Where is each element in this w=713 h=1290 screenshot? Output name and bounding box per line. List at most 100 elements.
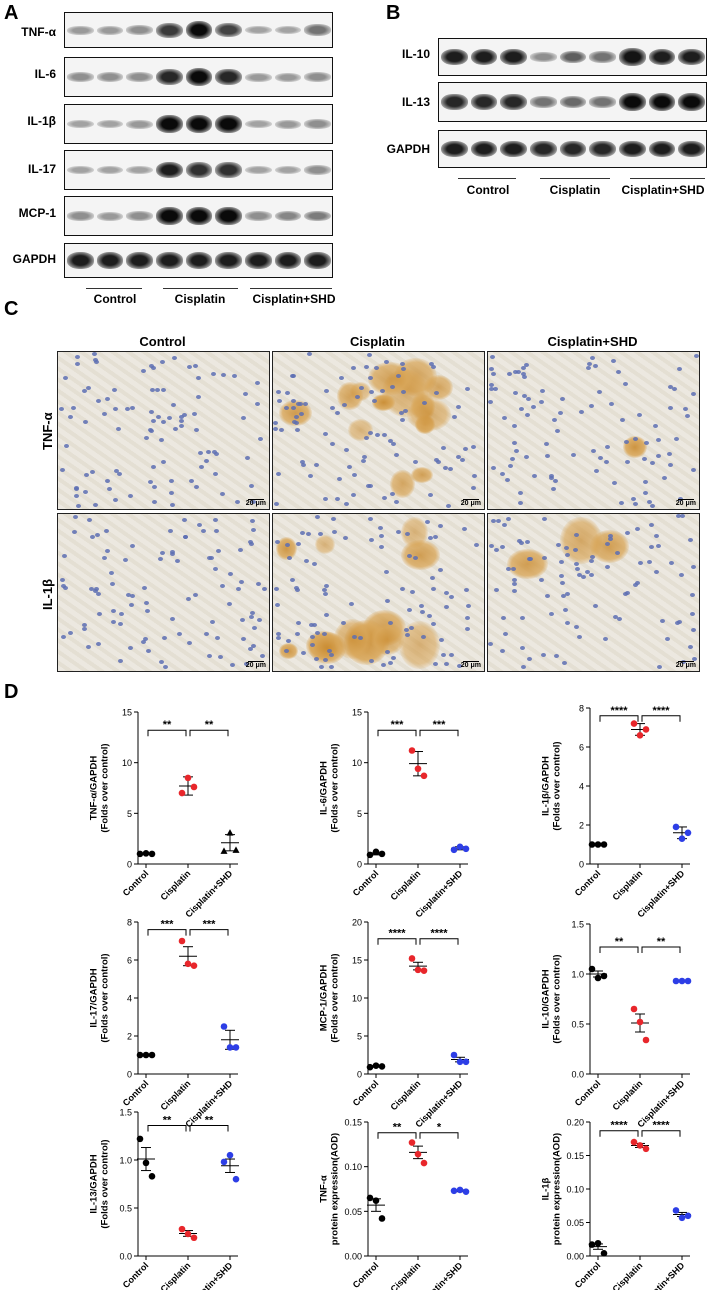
- data-point: [226, 829, 234, 836]
- nucleus: [331, 530, 337, 535]
- nucleus: [130, 593, 136, 598]
- data-point: [142, 1051, 150, 1059]
- nucleus: [519, 616, 525, 621]
- nucleus: [612, 615, 618, 620]
- data-point: [414, 765, 422, 773]
- nucleus: [380, 388, 386, 393]
- nucleus: [188, 478, 194, 483]
- significance-label: *: [437, 1122, 442, 1134]
- nucleus: [589, 573, 595, 578]
- nucleus: [104, 529, 110, 534]
- brown-stain: [406, 398, 452, 432]
- nucleus: [286, 639, 292, 644]
- blot-il-1beta: [64, 104, 333, 144]
- nucleus: [588, 558, 594, 563]
- data-point: [226, 1151, 234, 1159]
- nucleus: [113, 469, 119, 474]
- brown-stain: [315, 534, 336, 555]
- data-point: [678, 1214, 686, 1222]
- nucleus: [314, 463, 320, 468]
- nucleus: [388, 661, 394, 666]
- nucleus: [322, 431, 328, 436]
- nucleus: [633, 501, 639, 506]
- y-axis-label: (Folds over control): [100, 953, 111, 1042]
- blot-band: [470, 93, 498, 111]
- data-point: [636, 1018, 644, 1026]
- nucleus: [248, 483, 254, 488]
- nucleus: [148, 409, 154, 414]
- blot-band: [245, 72, 272, 82]
- nucleus: [506, 517, 512, 522]
- nucleus: [240, 618, 246, 622]
- nucleus: [638, 560, 644, 565]
- brown-stain: [506, 548, 548, 579]
- blot-il-13: [438, 82, 707, 122]
- blot-band: [678, 93, 705, 111]
- nucleus: [509, 457, 515, 462]
- nucleus: [513, 369, 519, 374]
- group-underline: [86, 288, 142, 289]
- nucleus: [413, 460, 419, 465]
- nucleus: [518, 500, 523, 505]
- nucleus: [74, 355, 80, 360]
- nucleus: [624, 590, 630, 595]
- nucleus: [488, 383, 494, 388]
- nucleus: [257, 617, 263, 622]
- nucleus: [283, 405, 289, 410]
- nucleus: [335, 411, 341, 416]
- nucleus: [276, 635, 282, 640]
- nucleus: [580, 574, 586, 579]
- blot-band: [96, 72, 124, 82]
- nucleus: [300, 462, 306, 467]
- nucleus: [490, 466, 496, 471]
- nucleus: [443, 662, 449, 667]
- y-axis-label: (Folds over control): [552, 954, 563, 1043]
- data-point: [142, 1159, 150, 1167]
- nucleus: [597, 389, 603, 394]
- blot-band: [126, 211, 153, 221]
- nucleus: [160, 387, 166, 392]
- nucleus: [430, 364, 436, 369]
- data-point: [232, 1175, 240, 1183]
- nucleus: [617, 617, 623, 622]
- data-point: [184, 1230, 192, 1238]
- nucleus: [81, 626, 87, 631]
- blot-band: [215, 68, 242, 86]
- nucleus: [247, 539, 253, 544]
- nucleus: [593, 363, 599, 368]
- y-tick-label: 4: [579, 782, 584, 792]
- nucleus: [493, 587, 499, 592]
- nucleus: [494, 548, 500, 553]
- nucleus: [610, 358, 616, 363]
- nucleus: [276, 632, 282, 637]
- blot-label: IL-17: [27, 162, 56, 176]
- nucleus: [659, 619, 665, 624]
- blot-band: [245, 119, 272, 129]
- nucleus: [565, 553, 571, 558]
- nucleus: [656, 454, 662, 459]
- nucleus: [344, 501, 350, 506]
- nucleus: [169, 617, 175, 622]
- nucleus: [349, 602, 355, 607]
- nucleus: [113, 406, 119, 411]
- nucleus: [351, 472, 357, 477]
- nucleus: [249, 614, 255, 619]
- nucleus: [294, 588, 300, 593]
- nucleus: [653, 424, 659, 429]
- data-point: [136, 1051, 144, 1059]
- nucleus: [401, 389, 407, 394]
- nucleus: [303, 402, 309, 407]
- scale-bar-label: 20 μm: [675, 500, 696, 507]
- y-tick-label: 6: [127, 956, 132, 966]
- nucleus: [82, 622, 88, 627]
- blot-band: [304, 72, 331, 82]
- scale-bar: 20 μm: [676, 660, 696, 669]
- data-point: [378, 1063, 386, 1070]
- nucleus: [515, 370, 521, 375]
- blot-band: [304, 24, 331, 36]
- nucleus: [67, 415, 73, 420]
- nucleus: [406, 553, 412, 558]
- data-point: [456, 1058, 464, 1066]
- nucleus: [378, 544, 384, 549]
- nucleus: [158, 556, 164, 561]
